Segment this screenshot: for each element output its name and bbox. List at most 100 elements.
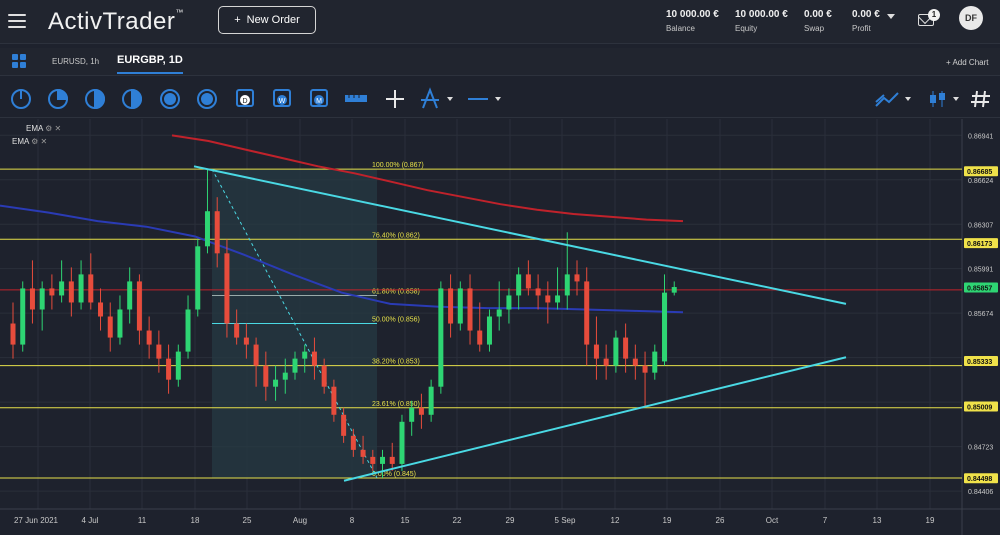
candle-body <box>166 358 172 380</box>
calendar-week-icon[interactable]: W <box>273 89 291 107</box>
candle-body <box>555 295 561 303</box>
avatar[interactable]: DF <box>959 6 983 30</box>
time-axis-label: 12 <box>611 516 620 525</box>
candle-body <box>584 281 590 345</box>
candlestick-icon[interactable] <box>930 91 945 107</box>
candle-body <box>175 351 181 380</box>
time-axis-label: 4 Jul <box>82 516 99 525</box>
candle-body <box>516 274 522 296</box>
time-axis-label: 27 Jun 2021 <box>14 516 59 525</box>
candle-body <box>59 281 65 296</box>
time-axis-label: 25 <box>243 516 252 525</box>
ema-red-line <box>171 134 684 223</box>
tab-eurgbp[interactable]: EURGBP, 1D <box>117 54 183 74</box>
calendar-month-icon[interactable]: M <box>310 89 328 107</box>
timeframe-icon[interactable] <box>197 89 217 109</box>
time-axis-label: Aug <box>293 516 307 525</box>
candle-body <box>185 309 191 352</box>
chevron-down-icon[interactable] <box>905 97 911 101</box>
menu-icon[interactable] <box>8 14 26 28</box>
candle-body <box>331 386 337 415</box>
candle-body <box>370 456 376 464</box>
candle-body <box>98 302 104 317</box>
candle-body <box>136 281 142 331</box>
time-axis-label: 18 <box>191 516 200 525</box>
tab-eurusd[interactable]: EURUSD, 1h <box>52 57 100 66</box>
half-circle-icon[interactable] <box>122 88 142 110</box>
candle-body <box>195 246 201 310</box>
ruler-icon[interactable] <box>345 95 367 102</box>
legend-ema[interactable]: EMA ⚙ ✕ <box>12 137 48 146</box>
calendar-day-icon[interactable]: D <box>236 89 254 107</box>
candle-body <box>243 337 249 345</box>
candle-body <box>341 414 347 436</box>
candle-body <box>632 358 638 366</box>
time-axis-label: 26 <box>716 516 725 525</box>
time-axis-label: 8 <box>350 516 355 525</box>
time-axis-label: 15 <box>401 516 410 525</box>
candle-body <box>574 274 580 282</box>
candle-body <box>564 274 570 296</box>
time-axis-label: 29 <box>506 516 515 525</box>
time-axis-label: Oct <box>766 516 779 525</box>
candle-body <box>146 330 152 345</box>
indicator-icon[interactable] <box>11 89 31 109</box>
candle-body <box>506 295 512 310</box>
candle-body <box>457 288 463 324</box>
candle-body <box>671 287 677 293</box>
price-tag-label: 0.86685 <box>967 169 992 176</box>
candle-body <box>107 316 113 338</box>
layout-grid-icon[interactable] <box>12 54 26 68</box>
legend-ema[interactable]: EMA ⚙ ✕ <box>26 124 62 133</box>
fib-level-label: 0.00% (0.845) <box>372 471 416 478</box>
price-tag <box>964 473 998 484</box>
logo: ActivTrader™ <box>48 8 184 35</box>
price-tag <box>964 238 998 249</box>
chevron-down-icon[interactable] <box>495 97 501 101</box>
timeframe-icon[interactable] <box>160 89 180 109</box>
candle-body <box>20 288 26 345</box>
candle-body <box>428 386 434 415</box>
price-tag-label: 0.85857 <box>967 285 992 292</box>
fib-level-label: 61.80% (0.858) <box>372 288 420 295</box>
svg-text:D: D <box>242 98 247 105</box>
price-tag-label: 0.85333 <box>967 359 992 366</box>
candle-body <box>399 421 405 464</box>
candle-body <box>273 379 279 387</box>
time-axis-label: 22 <box>453 516 462 525</box>
candle-body <box>448 288 454 324</box>
hashtag-icon[interactable] <box>971 90 990 108</box>
chart-canvas[interactable]: 100.00% (0.867) 76.40% (0.862) 61.80% (0.8… <box>0 119 1000 535</box>
pitchfork-icon[interactable] <box>421 87 439 109</box>
candle-body <box>302 351 308 359</box>
crosshair-icon[interactable] <box>386 90 404 108</box>
candle-body <box>68 281 74 303</box>
price-axis-label: 0.85991 <box>968 267 993 274</box>
plus-icon: + <box>234 14 241 26</box>
chart-type-icon[interactable] <box>875 92 899 107</box>
candle-body <box>39 288 45 310</box>
chevron-down-icon[interactable] <box>447 97 453 101</box>
swap-stat: 0.00 € Swap <box>804 9 832 33</box>
price-chart[interactable]: 100.00% (0.867) 76.40% (0.862) 61.80% (0.8… <box>0 119 1000 535</box>
price-tag <box>964 282 998 293</box>
chart-toolbar: D W M <box>0 80 1000 118</box>
chevron-down-icon[interactable] <box>953 97 959 101</box>
candle-body <box>389 456 395 464</box>
candle-body <box>477 330 483 345</box>
candle-body <box>350 435 356 450</box>
fib-level-label: 38.20% (0.853) <box>372 359 420 366</box>
new-order-button[interactable]: + New Order <box>218 6 316 34</box>
candle-body <box>234 323 240 338</box>
pie-chart-icon[interactable] <box>48 88 69 109</box>
candle-body <box>642 365 648 373</box>
price-axis-label: 0.84723 <box>968 445 993 452</box>
candle-body <box>263 365 269 387</box>
price-tag <box>964 401 998 412</box>
fib-level-label: 23.61% (0.850) <box>372 401 420 408</box>
candle-body <box>662 292 668 362</box>
add-chart-button[interactable]: + Add Chart <box>946 58 989 67</box>
pie-chart-icon[interactable] <box>85 88 106 110</box>
chevron-down-icon[interactable] <box>887 14 895 19</box>
candle-body <box>49 288 55 296</box>
